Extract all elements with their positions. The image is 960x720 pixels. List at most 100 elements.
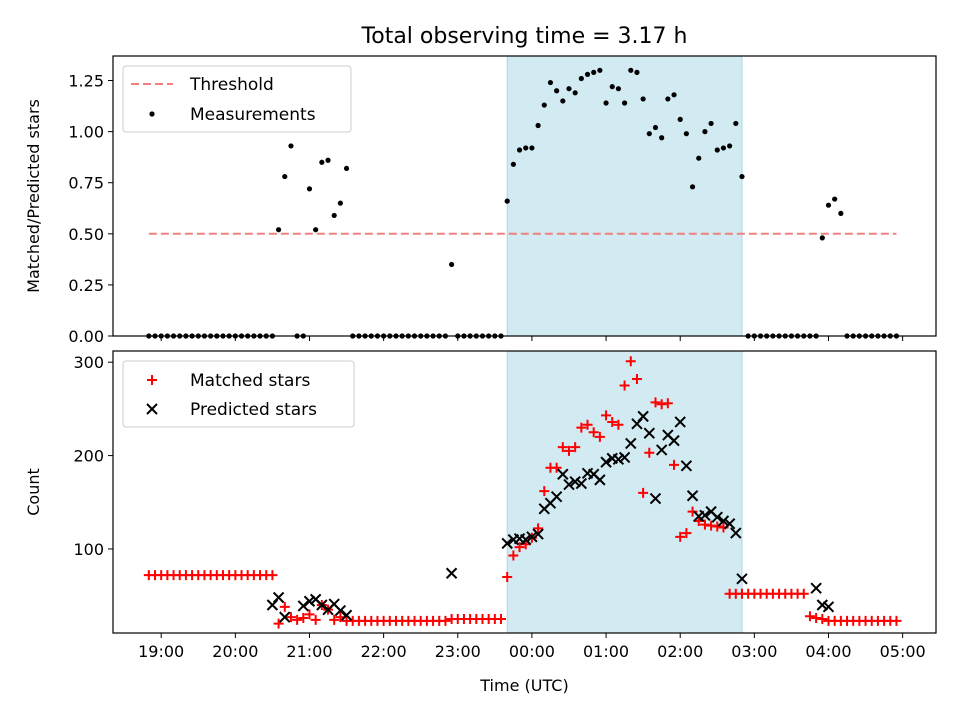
predicted-star-point (532, 528, 544, 540)
predicted-star-point (723, 518, 736, 530)
measurement-point (288, 143, 294, 149)
measurement-point (603, 100, 609, 106)
matched-star-point (273, 618, 284, 629)
x-tick-label: 04:00 (805, 642, 851, 661)
x-tick-label: 23:00 (435, 642, 481, 661)
measurement-point (554, 88, 560, 94)
measurement-point (714, 147, 720, 153)
matched-star-point (502, 571, 513, 582)
predicted-star-point (520, 533, 532, 546)
matched-star-point (662, 398, 673, 409)
measurement-point (832, 196, 838, 202)
measurement-point (572, 90, 578, 96)
predicted-star-point (550, 490, 563, 503)
predicted-star-point (445, 567, 458, 579)
measurement-point (739, 173, 745, 180)
measurement-point (529, 145, 535, 151)
predicted-star-point (146, 403, 158, 415)
matched-star-point (285, 612, 296, 623)
matched-star-point (267, 570, 278, 581)
matched-star-point (576, 422, 587, 433)
matched-star-point (638, 487, 649, 498)
y-tick-label: 0.75 (68, 174, 104, 193)
predicted-star-point (649, 492, 662, 505)
top-axes: 0.00 0.25 0.50 0.75 1.00 1.25 Matched/Predicte… (24, 55, 937, 346)
measurement-point (535, 122, 541, 129)
measurement-point (646, 131, 652, 137)
measurement-point (560, 98, 566, 104)
matched-star-point (613, 419, 624, 430)
measurement-point (282, 173, 288, 180)
predicted-star-point (668, 434, 680, 447)
predicted-star-point (674, 416, 686, 428)
x-tick-label: 22:00 (361, 642, 407, 661)
predicted-star-point (279, 611, 291, 623)
matched-star-point (607, 416, 618, 427)
predicted-star-point (297, 600, 310, 612)
x-tick-label: 01:00 (583, 642, 629, 661)
legend-measurements-label: Measurements (190, 105, 316, 125)
predicted-star-point (717, 515, 730, 527)
top-legend: Threshold Measurements (122, 65, 352, 133)
predicted-star-point (334, 604, 347, 617)
predicted-star-point (625, 437, 637, 450)
y-tick-label: 0.25 (68, 276, 104, 295)
matched-star-point (625, 356, 636, 367)
matched-star-point (533, 523, 544, 534)
matched-star-point (557, 442, 568, 453)
predicted-star-point (711, 511, 723, 523)
measurement-point (683, 131, 689, 137)
measurement-point (825, 202, 832, 208)
matched-star-point (804, 611, 815, 622)
y-tick-label: 300 (73, 353, 104, 372)
matched-star-point (687, 506, 698, 517)
matched-star-point (582, 419, 593, 430)
matched-star-point (310, 614, 321, 625)
measurement-point (325, 157, 331, 163)
predicted-star-point (822, 601, 835, 613)
predicted-star-point (699, 509, 711, 522)
predicted-star-point (557, 468, 569, 480)
y-tick-label: 1.00 (68, 123, 104, 142)
measurement-point (523, 145, 529, 151)
measurement-point (541, 102, 547, 108)
predicted-star-point (736, 573, 748, 585)
matched-star-point (675, 531, 686, 542)
matched-star-point (514, 542, 525, 553)
predicted-star-point (316, 599, 328, 611)
measurement-point (609, 84, 615, 90)
measurement-point (634, 69, 640, 75)
matched-star-point (817, 613, 828, 624)
measurement-point (331, 212, 337, 219)
predicted-star-point (563, 478, 575, 491)
x-tick-label: 02:00 (657, 642, 703, 661)
measurement-point (640, 96, 646, 102)
matched-star-point (551, 462, 562, 473)
legend-matched-label: Matched stars (190, 371, 310, 391)
matched-star-point (329, 614, 340, 625)
y-tick-label: 100 (73, 540, 104, 559)
measurement-point (708, 120, 714, 127)
measurement-point (671, 92, 677, 98)
matched-star-point (669, 459, 680, 470)
matched-star-point (798, 588, 809, 599)
x-tick-label: 19:00 (138, 642, 184, 661)
x-axis-label: Time (UTC) (479, 676, 568, 695)
predicted-star-point (600, 456, 612, 468)
x-tick-label: 05:00 (880, 642, 926, 661)
x-tick-label: 20:00 (212, 642, 258, 661)
matched-star-point (570, 442, 581, 453)
shaded-interval (506, 55, 743, 337)
matched-star-point (304, 609, 315, 620)
matched-star-point (298, 613, 309, 624)
predicted-star-point (340, 609, 353, 621)
measurement-point (275, 227, 282, 233)
y-tick-label: 0.00 (68, 327, 104, 346)
measurement-point (720, 145, 727, 151)
legend-frame (122, 65, 352, 133)
predicted-star-point (618, 451, 631, 464)
predicted-star-point (686, 490, 699, 502)
y-tick-label: 1.25 (68, 72, 104, 91)
matched-star-point (588, 427, 599, 438)
measurement-point (659, 135, 665, 141)
